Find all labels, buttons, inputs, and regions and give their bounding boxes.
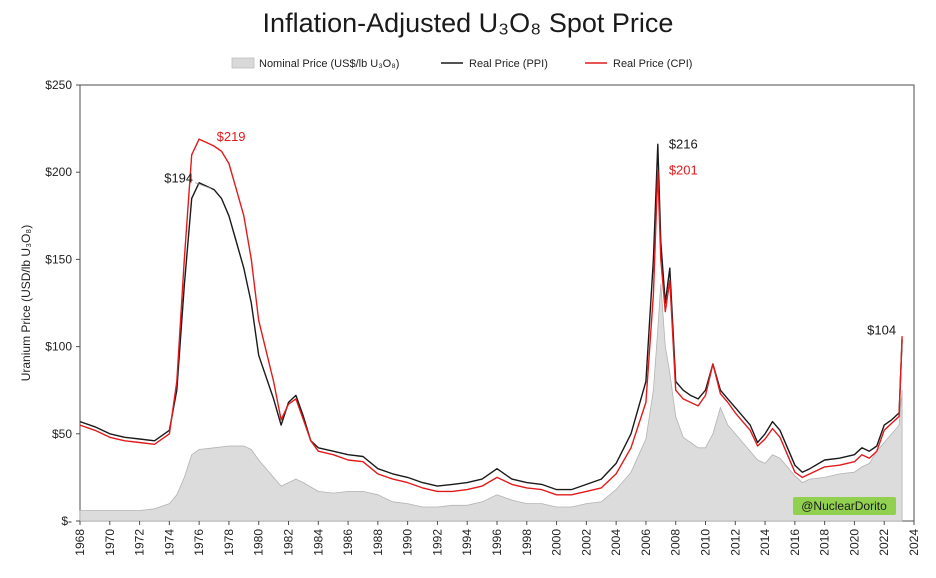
chart-title: Inflation-Adjusted U₃O₈ Spot Price bbox=[262, 8, 674, 38]
y-tick-label: $100 bbox=[45, 340, 72, 354]
x-tick-label: 1986 bbox=[341, 529, 355, 556]
x-tick-label: 2016 bbox=[788, 529, 802, 556]
watermark: @NuclearDorito bbox=[793, 497, 896, 515]
x-tick-label: 2020 bbox=[847, 529, 861, 556]
x-tick-label: 1984 bbox=[311, 529, 325, 556]
x-tick-label: 2018 bbox=[818, 529, 832, 556]
x-tick-label: 2024 bbox=[907, 529, 921, 556]
x-tick-label: 1968 bbox=[73, 529, 87, 556]
x-tick-label: 2006 bbox=[639, 529, 653, 556]
series-layer bbox=[79, 138, 903, 522]
watermark-background bbox=[793, 497, 896, 515]
annotation-label: $194 bbox=[164, 171, 193, 186]
x-tick-label: 1972 bbox=[133, 529, 147, 556]
x-tick-label: 2022 bbox=[877, 529, 891, 556]
annotation-label: $219 bbox=[217, 129, 246, 144]
legend-label-cpi: Real Price (CPI) bbox=[613, 58, 692, 70]
x-tick-label: 1994 bbox=[460, 529, 474, 556]
legend-label-ppi: Real Price (PPI) bbox=[469, 58, 548, 70]
x-tick-label: 1976 bbox=[192, 529, 206, 556]
x-tick-label: 1988 bbox=[371, 529, 385, 556]
x-tick-label: 1978 bbox=[222, 529, 236, 556]
x-tick-label: 2014 bbox=[758, 529, 772, 556]
x-tick-label: 1992 bbox=[430, 529, 444, 556]
y-axis-label: Uranium Price (USD/lb U₃O₈) bbox=[19, 225, 33, 382]
x-tick-label: 2008 bbox=[669, 529, 683, 556]
x-tick-label: 1982 bbox=[282, 529, 296, 556]
y-tick-label: $- bbox=[61, 514, 72, 528]
y-tick-label: $200 bbox=[45, 165, 72, 179]
x-tick-label: 1974 bbox=[162, 529, 176, 556]
annotation-leader bbox=[195, 182, 212, 190]
series-line-real-ppi bbox=[79, 143, 903, 491]
x-tick-label: 2002 bbox=[579, 529, 593, 556]
y-axis: $- $50 $100 $150 $200 $250 bbox=[45, 78, 80, 528]
series-area-nominal bbox=[79, 283, 903, 522]
x-tick-label: 1990 bbox=[401, 529, 415, 556]
y-tick-label: $150 bbox=[45, 252, 72, 266]
x-axis: 1968 1970 1972 1974 1976 1978 1980 1982 1984 1986… bbox=[73, 521, 921, 556]
y-tick-label: $50 bbox=[52, 427, 72, 441]
y-tick-label: $250 bbox=[45, 78, 72, 92]
annotation-label: $216 bbox=[669, 136, 698, 151]
series-line-real-cpi bbox=[79, 138, 903, 496]
x-tick-label: 1996 bbox=[490, 529, 504, 556]
chart-legend: Nominal Price (US$/lb U₃O₈) Real Price (… bbox=[231, 57, 692, 70]
annotations: $219 $194 $216 $201 $104 bbox=[164, 129, 896, 338]
x-tick-label: 2010 bbox=[699, 529, 713, 556]
x-tick-label: 1998 bbox=[520, 529, 534, 556]
x-tick-label: 2004 bbox=[609, 529, 623, 556]
x-tick-label: 2000 bbox=[550, 529, 564, 556]
legend-label-nominal: Nominal Price (US$/lb U₃O₈) bbox=[259, 58, 399, 70]
annotation-label: $104 bbox=[867, 323, 896, 338]
legend-swatch-nominal bbox=[231, 57, 255, 69]
watermark-text: @NuclearDorito bbox=[801, 499, 887, 513]
x-tick-label: 1970 bbox=[103, 529, 117, 556]
x-tick-label: 2012 bbox=[728, 529, 742, 556]
annotation-label: $201 bbox=[669, 162, 698, 177]
x-tick-label: 1980 bbox=[252, 529, 266, 556]
